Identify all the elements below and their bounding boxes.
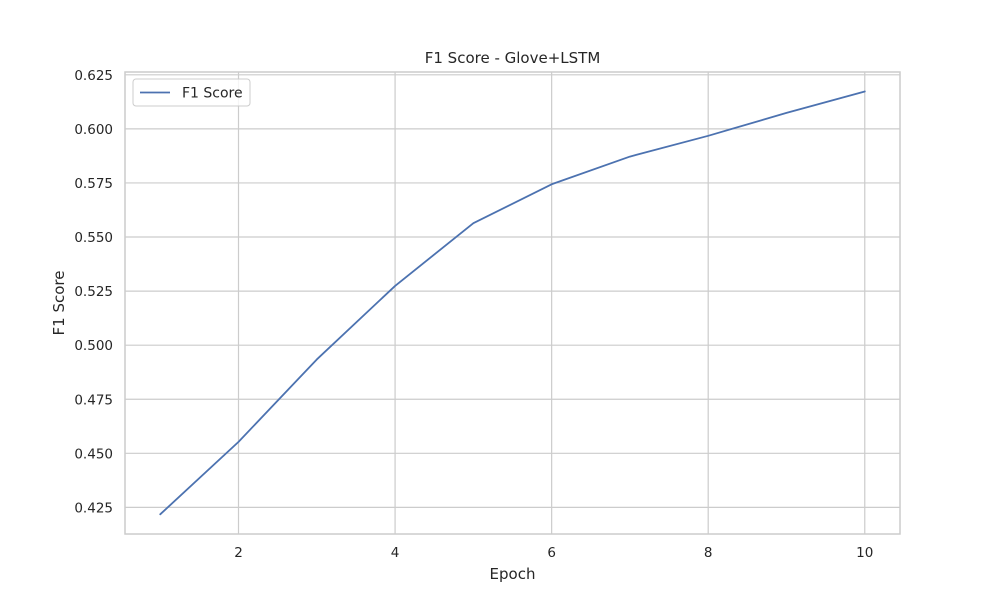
data-point — [551, 183, 553, 185]
y-tick-label: 0.625 — [74, 68, 113, 84]
data-point — [629, 156, 631, 158]
data-point — [316, 358, 318, 360]
y-tick-label: 0.575 — [74, 176, 113, 192]
series-line-f1-score — [159, 90, 866, 516]
plot-frame — [124, 71, 901, 535]
x-axis-label: Epoch — [490, 565, 536, 583]
legend-label-f1-score: F1 Score — [182, 86, 243, 102]
legend: F1 Score — [132, 78, 251, 107]
y-axis-ticks: 0.425 0.450 0.475 0.500 0.525 0.550 0.575 0.600… — [74, 68, 113, 517]
chart-title: F1 Score - Glove+LSTM — [425, 49, 601, 67]
data-point — [707, 135, 709, 137]
x-tick-label: 6 — [547, 545, 556, 561]
x-axis-ticks: 2 4 6 8 10 — [234, 545, 873, 561]
x-tick-label: 8 — [704, 545, 713, 561]
grid — [125, 72, 900, 534]
x-tick-label: 4 — [391, 545, 400, 561]
y-tick-label: 0.600 — [74, 122, 113, 138]
y-tick-label: 0.425 — [74, 500, 113, 516]
x-tick-label: 2 — [234, 545, 243, 561]
y-tick-label: 0.550 — [74, 230, 113, 246]
y-tick-label: 0.450 — [74, 446, 113, 462]
data-point — [472, 222, 474, 224]
data-point — [864, 90, 866, 92]
y-axis-label: F1 Score — [50, 271, 68, 336]
y-tick-label: 0.500 — [74, 338, 113, 354]
x-tick-label: 10 — [856, 545, 873, 561]
y-tick-label: 0.525 — [74, 284, 113, 300]
data-point — [785, 112, 787, 114]
data-point — [238, 441, 240, 443]
legend-box — [132, 78, 251, 107]
data-point — [159, 513, 161, 515]
y-tick-label: 0.475 — [74, 392, 113, 408]
series-layer — [159, 90, 866, 516]
data-point — [394, 285, 396, 287]
